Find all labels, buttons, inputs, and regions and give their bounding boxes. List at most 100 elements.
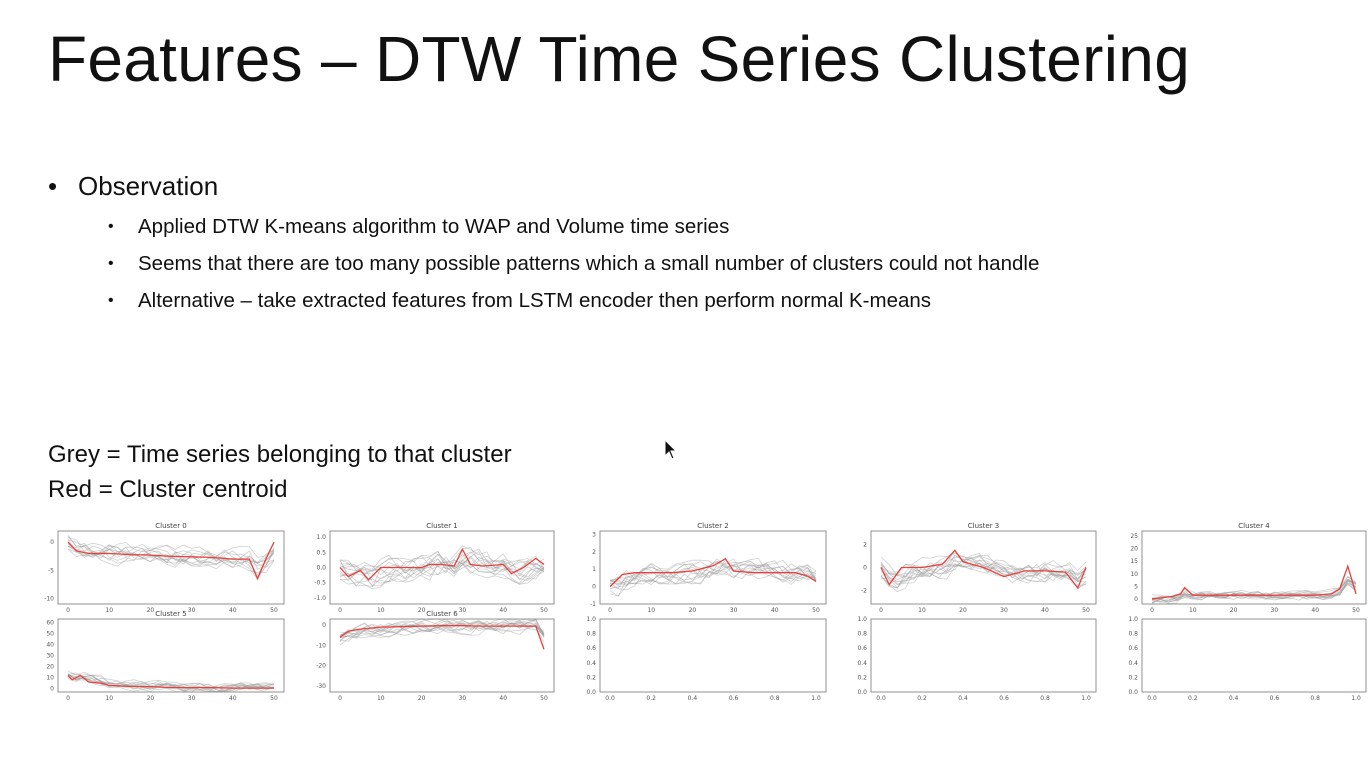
y-tick-label: 2: [863, 542, 867, 549]
y-tick-label: 0.4: [857, 660, 867, 667]
chart-svg: 0.0 0.2 0.4 0.6 0.8 1.0 1.0 0.8 0.6 0.4 0.2 0.0: [1128, 616, 1367, 702]
x-tick-label: 10: [918, 607, 926, 614]
series-line: [339, 621, 545, 635]
x-tick-label: 0.6: [1270, 695, 1280, 702]
series-line: [67, 673, 275, 690]
series-line: [880, 559, 1087, 583]
x-tick-label: 0: [66, 607, 70, 614]
chart-title: Cluster 4: [1238, 522, 1270, 530]
x-tick-label: 10: [377, 607, 385, 614]
series-line: [67, 544, 275, 564]
series-line: [339, 551, 545, 577]
series-line: [1151, 579, 1357, 601]
chart-svg: 0.0 0.2 0.4 0.6 0.8 1.0 1.0 0.8 0.6 0.4 0.2 0.0: [586, 616, 827, 702]
x-tick-label: 0.6: [999, 695, 1009, 702]
x-tick-label: 30: [459, 695, 467, 702]
y-tick-label: 0.6: [1128, 645, 1138, 652]
y-tick-label: 50: [46, 630, 54, 637]
y-tick-label: -10: [44, 595, 54, 602]
y-tick-label: 1.0: [316, 534, 326, 541]
x-tick-label: 0.8: [770, 695, 780, 702]
x-tick-label: 30: [730, 607, 738, 614]
series-line: [67, 674, 275, 691]
centroid-line: [609, 557, 817, 588]
bullet-list: • Observation • Applied DTW K-means algor…: [48, 170, 1039, 319]
series-line: [1151, 580, 1357, 603]
series-line: [1151, 580, 1357, 603]
x-tick-label: 0.2: [917, 695, 927, 702]
x-tick-label: 40: [771, 607, 779, 614]
plot-frame: [599, 618, 827, 693]
y-tick-label: 1.0: [857, 616, 867, 623]
series-line: [609, 558, 817, 587]
y-tick-label: 2: [592, 549, 596, 556]
chart-cluster-2: Cluster 2 0 10 20 30 40 50 3 2 1 0 -1: [590, 522, 827, 614]
series-line: [1151, 579, 1357, 601]
centroid-line: [67, 541, 275, 581]
bullet-label: Observation: [78, 171, 219, 201]
x-tick-label: 20: [418, 695, 426, 702]
y-tick-label: 0: [863, 565, 867, 572]
y-tick-label: -1: [590, 601, 596, 608]
x-tick-label: 0.0: [1147, 695, 1157, 702]
chart-svg: Cluster 0 0 10 20 30 40 50 0 -5 -10: [44, 522, 285, 614]
bullet-dot: •: [48, 171, 58, 201]
x-tick-label: 1.0: [1081, 695, 1091, 702]
y-tick-label: 0.2: [1128, 674, 1138, 681]
y-tick-label: 0.0: [857, 689, 867, 696]
series-line: [880, 549, 1087, 589]
series-line: [339, 557, 545, 585]
plot-frame: [870, 618, 1097, 693]
sub-bullet-1: • Applied DTW K-means algorithm to WAP an…: [108, 208, 1039, 245]
y-tick-label: -5: [48, 567, 54, 574]
series-line: [67, 675, 275, 693]
y-tick-label: 0.2: [586, 674, 596, 681]
series-line: [339, 618, 545, 637]
y-tick-label: 0.4: [586, 660, 596, 667]
y-tick-label: 1.0: [1128, 616, 1138, 623]
chart-cluster-6: Cluster 6 0 10 20 30 40 50 0 -10 -20 -30: [316, 610, 555, 702]
bullet-dot: •: [108, 255, 114, 272]
x-tick-label: 1.0: [811, 695, 821, 702]
x-tick-label: 10: [105, 607, 113, 614]
series-line: [339, 621, 545, 639]
y-tick-label: -1.0: [314, 595, 326, 602]
sub-bullet-text: Seems that there are too many possible p…: [138, 252, 1040, 275]
plot-frame: [1141, 618, 1367, 693]
y-tick-label: -10: [316, 642, 326, 649]
series-line: [67, 675, 274, 693]
x-tick-label: 30: [188, 695, 196, 702]
series-line: [609, 560, 817, 585]
chart-title: Cluster 3: [968, 522, 1000, 530]
x-tick-label: 30: [459, 607, 467, 614]
x-tick-label: 0: [1150, 607, 1154, 614]
series-line: [67, 673, 275, 693]
y-tick-label: 1.0: [586, 616, 596, 623]
y-tick-label: 0: [50, 539, 54, 546]
series-line: [609, 557, 817, 585]
x-tick-label: 50: [270, 607, 278, 614]
x-tick-label: 20: [689, 607, 697, 614]
series-line: [67, 534, 275, 574]
x-tick-label: 30: [1271, 607, 1279, 614]
series-line: [880, 555, 1087, 584]
x-tick-label: 0.4: [958, 695, 968, 702]
y-tick-label: 10: [46, 675, 54, 682]
mouse-cursor-icon: [664, 439, 678, 460]
x-tick-label: 20: [959, 607, 967, 614]
series-line: [339, 545, 545, 587]
sub-bullet-list: • Applied DTW K-means algorithm to WAP an…: [108, 208, 1039, 319]
chart-cluster-5: Cluster 5 0 10 20 30 40 50 60 50 40 30 20 10 0: [46, 610, 285, 702]
y-tick-label: 20: [1130, 546, 1138, 553]
x-tick-label: 50: [270, 695, 278, 702]
sub-bullet-text: Alternative – take extracted features fr…: [138, 289, 932, 312]
x-tick-label: 0.2: [646, 695, 656, 702]
slide-title: Features – DTW Time Series Clustering: [48, 23, 1191, 95]
bullet-dot: •: [108, 218, 114, 235]
x-tick-label: 30: [188, 607, 196, 614]
series-line: [67, 674, 275, 693]
legend: Grey = Time series belonging to that clu…: [48, 437, 512, 507]
series-line: [880, 555, 1087, 589]
x-tick-label: 10: [377, 695, 385, 702]
